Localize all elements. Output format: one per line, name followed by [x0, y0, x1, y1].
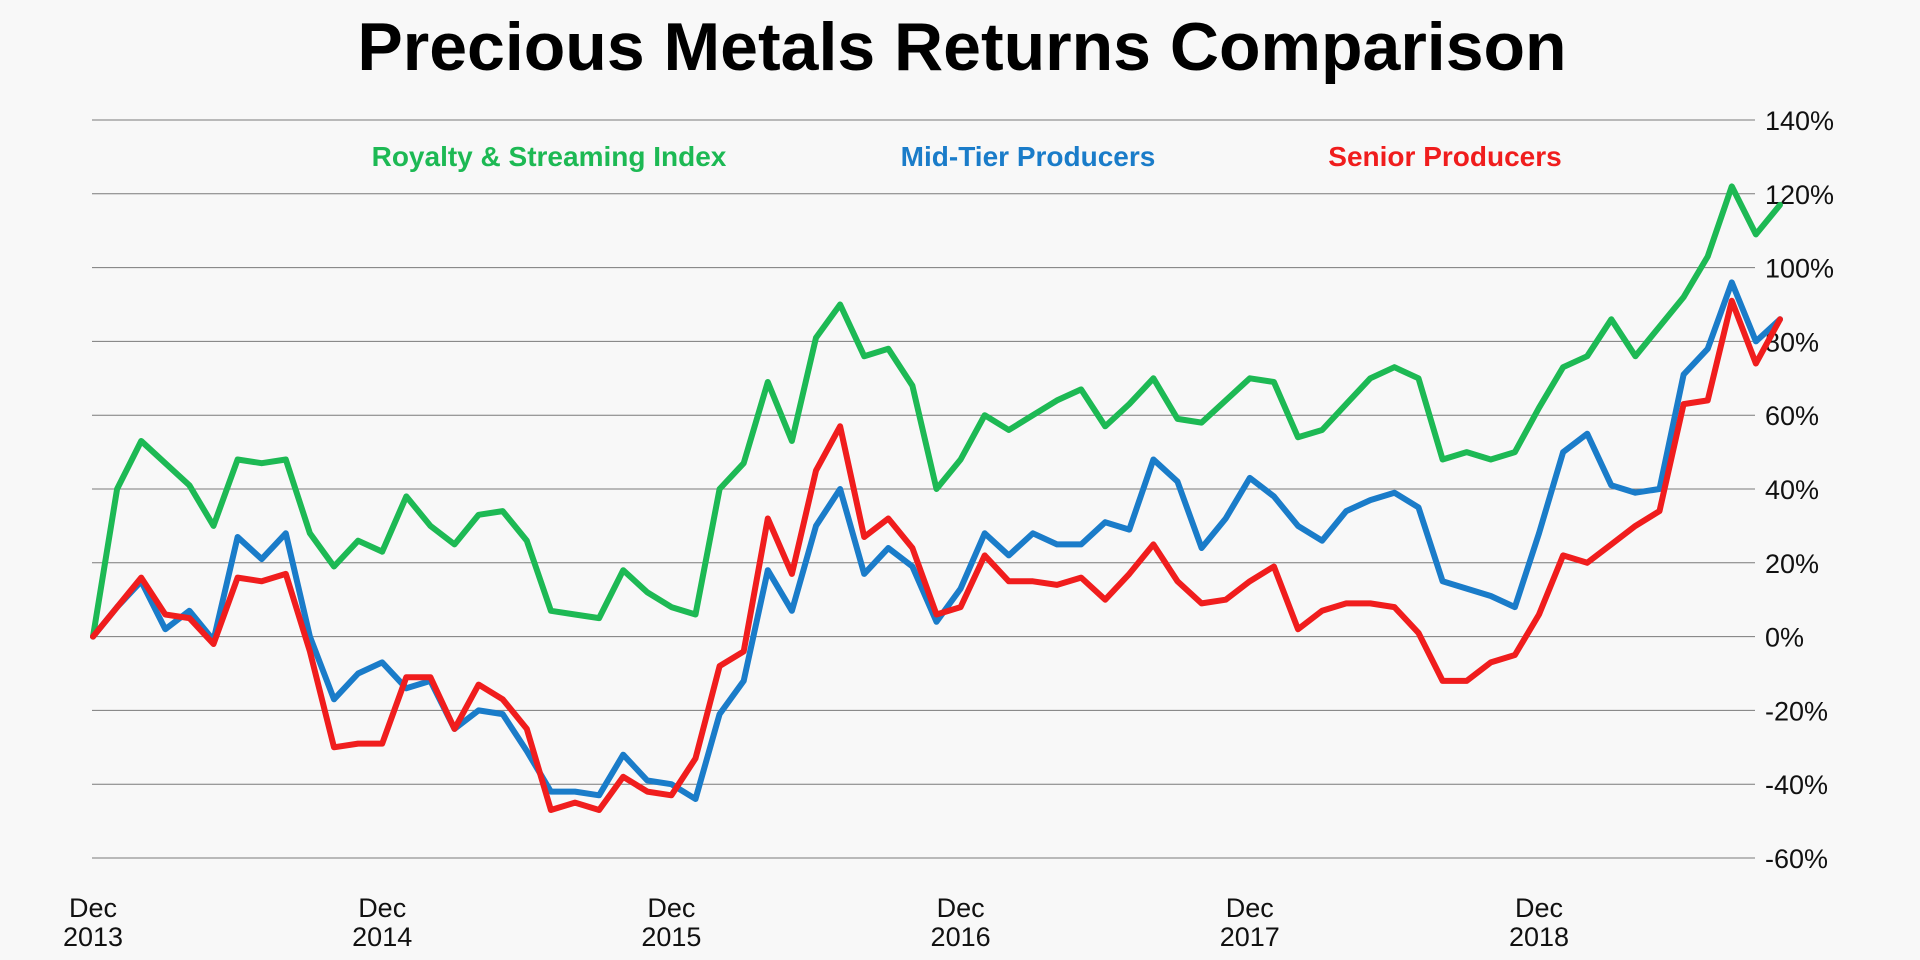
y-tick-label: 60% [1765, 401, 1819, 431]
y-tick-label: 120% [1765, 180, 1834, 210]
x-tick-year: 2014 [352, 922, 412, 952]
x-tick-month: Dec [1515, 893, 1563, 923]
x-tick-month: Dec [1226, 893, 1274, 923]
y-tick-label: 0% [1765, 623, 1804, 653]
y-tick-label: -40% [1765, 770, 1828, 800]
x-tick-year: 2018 [1509, 922, 1569, 952]
series-line-royalty-streaming-index [90, 183, 1783, 640]
x-tick-year: 2015 [641, 922, 701, 952]
legend-label-royalty-streaming-index: Royalty & Streaming Index [372, 141, 727, 172]
legend-label-senior-producers: Senior Producers [1328, 141, 1561, 172]
x-tick-year: 2016 [931, 922, 991, 952]
x-tick-year: 2013 [63, 922, 123, 952]
y-tick-label: 20% [1765, 549, 1819, 579]
y-tick-label: -60% [1765, 844, 1828, 874]
chart-title: Precious Metals Returns Comparison [357, 9, 1566, 85]
x-tick-month: Dec [937, 893, 985, 923]
y-tick-label: 40% [1765, 475, 1819, 505]
x-tick-month: Dec [647, 893, 695, 923]
x-tick-month: Dec [69, 893, 117, 923]
legend-label-mid-tier-producers: Mid-Tier Producers [901, 141, 1156, 172]
y-tick-label: -20% [1765, 696, 1828, 726]
legend: Royalty & Streaming Index Mid-Tier Produc… [372, 141, 1562, 172]
x-tick-label: Dec 2017 [1220, 893, 1280, 952]
series-line-mid-tier-producers [90, 279, 1783, 802]
x-tick-label: Dec 2016 [931, 893, 991, 952]
y-tick-label: 140% [1765, 106, 1834, 136]
x-tick-label: Dec 2014 [352, 893, 412, 952]
x-tick-month: Dec [358, 893, 406, 923]
x-tick-label: Dec 2015 [641, 893, 701, 952]
gridlines [92, 119, 1755, 859]
y-axis-ticks: 140%120%100%80%60%40%20%0%-20%-40%-60% [1765, 106, 1834, 874]
x-tick-label: Dec 2018 [1509, 893, 1569, 952]
y-tick-label: 100% [1765, 254, 1834, 284]
x-tick-year: 2017 [1220, 922, 1280, 952]
x-tick-label: Dec 2013 [63, 893, 123, 952]
series-line-senior-producers [90, 297, 1783, 813]
series-lines [90, 183, 1783, 813]
